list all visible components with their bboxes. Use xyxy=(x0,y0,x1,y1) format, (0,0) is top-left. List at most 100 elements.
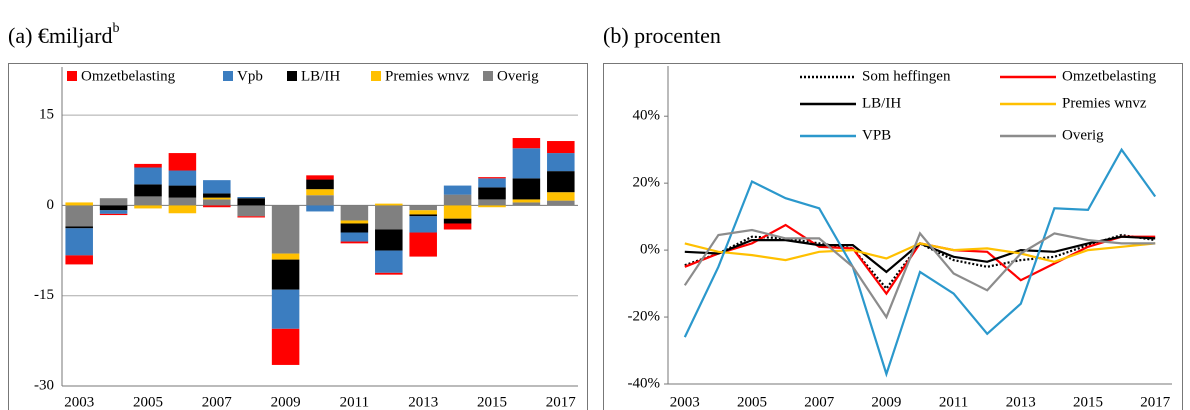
bar-segment xyxy=(271,289,300,329)
series-line xyxy=(684,242,1156,263)
bar-segment xyxy=(306,189,334,196)
bar-segment xyxy=(340,220,369,224)
bar-segment xyxy=(443,194,472,206)
bar-segment xyxy=(134,205,162,209)
legend-swatch xyxy=(371,71,381,81)
y-tick-label: 40% xyxy=(633,108,661,124)
bar-segment xyxy=(512,178,541,200)
bar-segment xyxy=(409,216,437,233)
bar-segment xyxy=(168,197,197,206)
y-tick-label: -20% xyxy=(628,308,661,324)
bar-segment xyxy=(271,328,300,365)
y-tick-label: -40% xyxy=(628,375,661,391)
legend-label: LB/IH xyxy=(862,95,901,111)
bar-segment xyxy=(99,213,128,216)
bar-segment xyxy=(134,184,162,197)
x-tick-label: 2017 xyxy=(546,394,577,410)
bar-segment xyxy=(134,163,162,168)
bar-segment xyxy=(271,205,300,254)
legend-swatch xyxy=(67,71,77,81)
bar-segment xyxy=(375,272,403,275)
bar-segment xyxy=(65,226,93,229)
x-tick-label: 2015 xyxy=(477,394,507,410)
bar-segment xyxy=(409,232,437,257)
bar-segment xyxy=(443,185,472,195)
bar-segment xyxy=(340,232,369,242)
legend-swatch xyxy=(223,71,233,81)
bar-segment xyxy=(134,196,162,206)
bar-segment xyxy=(203,180,231,194)
bar-segment xyxy=(306,175,334,180)
x-tick-label: 2009 xyxy=(271,394,301,410)
bar-segment xyxy=(512,202,541,206)
x-tick-label: 2013 xyxy=(1006,394,1036,410)
bar-segment xyxy=(99,198,128,206)
bar-segment xyxy=(409,214,437,217)
legend-label: Vpb xyxy=(237,68,263,84)
bar-segment xyxy=(478,178,506,188)
bar-segment xyxy=(203,205,231,208)
bar-segment xyxy=(340,241,369,244)
bar-segment xyxy=(203,197,231,200)
x-tick-label: 2009 xyxy=(871,394,901,410)
bar-segment xyxy=(306,205,334,212)
x-tick-label: 2017 xyxy=(1140,394,1171,410)
y-tick-label: 0% xyxy=(640,242,660,258)
legend-label: LB/IH xyxy=(301,68,340,84)
x-tick-label: 2011 xyxy=(340,394,369,410)
x-tick-label: 2003 xyxy=(64,394,94,410)
chart-title: (b) procenten xyxy=(603,23,721,48)
bar-segment xyxy=(237,205,265,217)
x-tick-label: 2015 xyxy=(1073,394,1103,410)
bar-segment xyxy=(271,253,300,260)
panel-frame xyxy=(603,63,1183,410)
bar-segment xyxy=(512,148,541,179)
panel-frame xyxy=(8,63,588,410)
bar-segment xyxy=(443,223,472,230)
legend-label: Premies wnvz xyxy=(385,68,470,84)
x-tick-label: 2003 xyxy=(670,394,700,410)
title-text: (a) €miljard xyxy=(8,23,112,48)
legend-swatch xyxy=(287,71,297,81)
bar-segment xyxy=(547,153,575,172)
x-tick-label: 2007 xyxy=(202,394,233,410)
bar-segment xyxy=(168,170,197,186)
series-line xyxy=(683,147,1157,378)
y-tick-label: 20% xyxy=(633,175,661,191)
bar-segment xyxy=(134,167,162,185)
bar-segment xyxy=(478,205,506,208)
y-tick-label: 0 xyxy=(47,197,55,213)
bar-segment xyxy=(203,193,231,198)
bar-segment xyxy=(478,177,506,179)
bar-segment xyxy=(65,255,93,265)
bar-segment xyxy=(168,205,197,214)
bar-segment xyxy=(237,197,265,199)
series-line xyxy=(683,228,1156,320)
bar-segment xyxy=(340,223,369,233)
bar-segment xyxy=(168,153,197,171)
bar-segment xyxy=(478,199,506,206)
legend-label: Overig xyxy=(1062,127,1104,143)
x-tick-label: 2005 xyxy=(737,394,767,410)
chart-title: (a) €miljardb xyxy=(8,21,119,48)
bar-segment xyxy=(512,138,541,149)
bar-segment xyxy=(512,199,541,203)
bar-segment xyxy=(547,192,575,201)
x-tick-label: 2011 xyxy=(939,394,968,410)
bar-segment xyxy=(99,205,128,211)
bar-segment xyxy=(99,210,128,214)
y-tick-label: -30 xyxy=(34,377,54,393)
legend-label: Premies wnvz xyxy=(1062,95,1147,111)
bar-segment xyxy=(65,228,93,256)
bar-segment xyxy=(409,210,437,215)
x-tick-label: 2013 xyxy=(408,394,438,410)
legend-swatch xyxy=(483,71,493,81)
bar-segment xyxy=(203,199,231,206)
x-tick-label: 2005 xyxy=(133,394,163,410)
legend-label: Omzetbelasting xyxy=(81,68,176,84)
bar-segment xyxy=(443,218,472,224)
x-tick-label: 2007 xyxy=(804,394,835,410)
bar-segment xyxy=(375,203,403,206)
bar-segment xyxy=(65,205,93,227)
